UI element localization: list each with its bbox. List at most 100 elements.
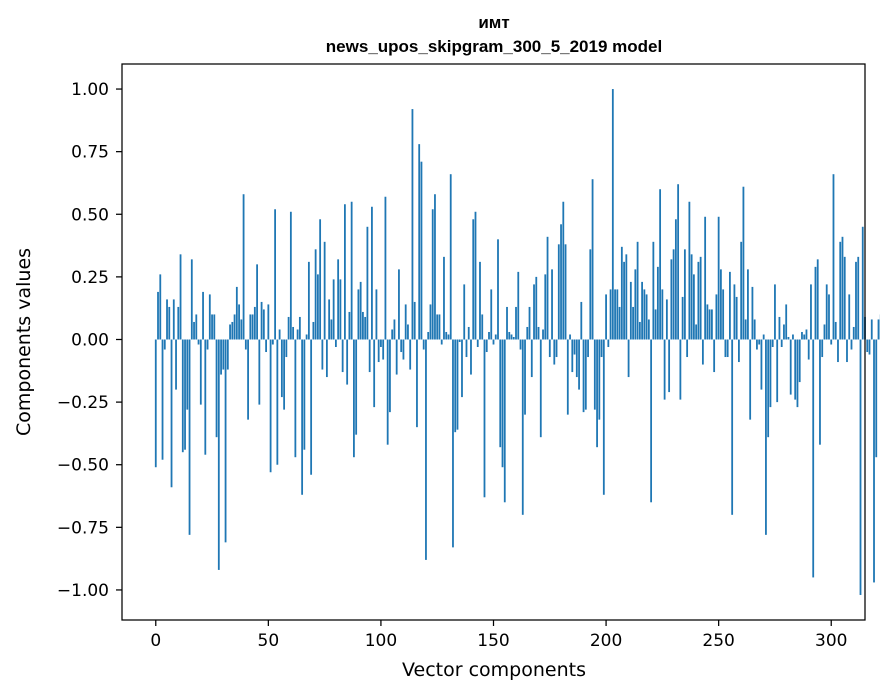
bar-284 [794, 339, 797, 400]
bar-106 [393, 319, 396, 340]
bar-83 [341, 339, 344, 373]
bar-278 [780, 339, 783, 348]
bar-62 [294, 339, 297, 458]
bar-177 [553, 339, 556, 365]
bar-134 [456, 339, 459, 430]
bar-97 [373, 339, 376, 408]
bar-250 [717, 216, 720, 340]
bar-233 [679, 339, 682, 400]
bar-262 [744, 319, 747, 340]
bar-307 [846, 339, 848, 363]
bar-200 [605, 294, 607, 340]
y-tick-label-5: −0.25 [57, 393, 109, 413]
bar-40 [244, 339, 247, 350]
bar-248 [713, 339, 716, 373]
bar-188 [578, 339, 580, 390]
bar-140 [470, 339, 472, 375]
bar-263 [747, 269, 749, 340]
bar-68 [307, 261, 310, 340]
bar-150 [492, 339, 495, 345]
bar-298 [825, 284, 828, 340]
bar-196 [596, 339, 598, 448]
bar-2 [159, 274, 162, 340]
bar-71 [314, 249, 317, 340]
bar-58 [285, 339, 288, 358]
bar-294 [816, 259, 819, 340]
bar-96 [371, 206, 373, 340]
bar-213 [634, 269, 637, 340]
bar-116 [416, 339, 418, 428]
bar-191 [584, 339, 587, 410]
bar-280 [785, 304, 788, 340]
bar-115 [413, 301, 416, 340]
bar-198 [600, 339, 603, 358]
bar-163 [521, 339, 524, 515]
bar-259 [738, 339, 740, 363]
bar-55 [278, 329, 281, 340]
bar-168 [533, 284, 535, 340]
bar-306 [843, 256, 846, 340]
bar-64 [298, 316, 301, 340]
bar-155 [503, 339, 506, 503]
bar-217 [643, 289, 646, 340]
bar-138 [465, 339, 468, 358]
bar-234 [681, 296, 684, 340]
bar-8 [172, 299, 175, 340]
bar-313 [859, 339, 862, 595]
bar-258 [735, 296, 738, 340]
bar-318 [870, 319, 873, 340]
bar-308 [848, 294, 851, 340]
bar-109 [400, 339, 403, 353]
bar-88 [353, 339, 355, 458]
y-tick-label-7: −0.75 [57, 518, 109, 538]
bar-54 [276, 339, 279, 465]
x-tick-label-50: 50 [258, 631, 280, 651]
bar-32 [226, 339, 229, 370]
bar-246 [708, 309, 711, 340]
y-tick-label-3: 0.25 [71, 268, 109, 288]
bar-158 [510, 334, 513, 340]
bar-142 [474, 211, 477, 340]
bar-283 [792, 334, 794, 340]
bar-170 [537, 326, 540, 340]
bar-82 [339, 279, 342, 340]
bar-74 [321, 339, 324, 370]
y-axis-label: Components values [13, 248, 35, 436]
bar-124 [434, 194, 436, 340]
bar-235 [683, 249, 686, 340]
x-tick-label-0: 0 [150, 631, 161, 651]
bar-172 [542, 329, 544, 340]
bar-77 [328, 299, 331, 340]
bar-92 [362, 311, 364, 340]
bar-189 [580, 301, 583, 340]
bar-16 [190, 259, 193, 340]
bar-49 [265, 339, 267, 353]
bar-17 [193, 321, 195, 340]
bar-210 [627, 339, 630, 378]
bar-256 [731, 339, 734, 515]
bar-18 [195, 314, 198, 340]
bar-60 [289, 211, 292, 340]
bar-24 [208, 294, 211, 340]
bar-229 [670, 259, 673, 340]
chart-title-line-2: news_upos_skipgram_300_5_2019 model [326, 37, 662, 56]
y-axis-ticks: 1.00 0.75 0.50 0.25 0.00 −0.25 −0.50 −0.75 −1.00 [57, 80, 122, 601]
bar-239 [692, 274, 695, 340]
bar-112 [407, 324, 409, 340]
bar-61 [292, 326, 295, 340]
bar-164 [524, 339, 526, 415]
bar-144 [479, 261, 481, 340]
bar-274 [771, 339, 774, 348]
bar-128 [443, 256, 445, 340]
bar-57 [283, 339, 286, 410]
bar-187 [575, 339, 578, 378]
bar-100 [380, 339, 382, 348]
bar-147 [485, 339, 488, 353]
bar-52 [271, 339, 274, 345]
x-tick-label-200: 200 [590, 631, 622, 651]
bar-101 [382, 339, 385, 360]
bar-201 [607, 339, 610, 348]
bar-21 [202, 291, 204, 340]
bar-4 [163, 339, 166, 350]
